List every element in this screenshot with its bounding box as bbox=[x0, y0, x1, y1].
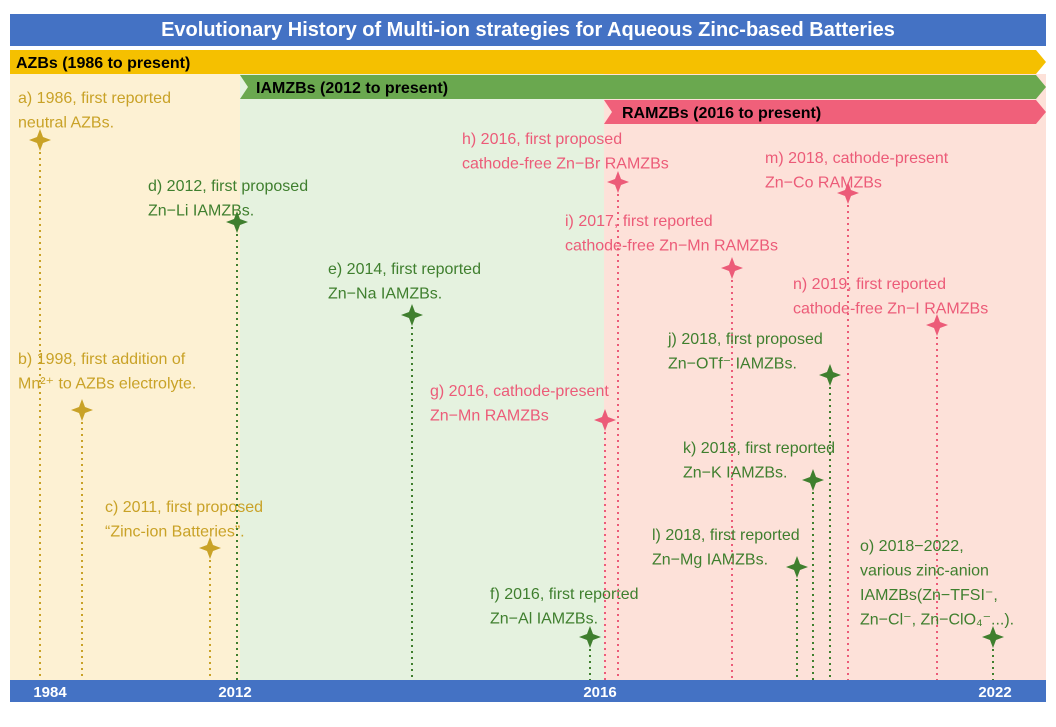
event-label: a) 1986, first reported neutral AZBs. bbox=[18, 90, 171, 132]
event-line: “Zinc-ion Batteries”. bbox=[105, 524, 245, 541]
event-line: Zn−OTf⁻ IAMZBs. bbox=[668, 356, 797, 373]
event-line: j) 2018, first proposed bbox=[667, 331, 823, 348]
event-line: a) 1986, first reported bbox=[18, 90, 171, 107]
event-line: various zinc-anion bbox=[860, 563, 989, 580]
event-line: Zn−Co RAMZBs bbox=[765, 175, 882, 192]
event-label: d) 2012, first proposed Zn−Li IAMZBs. bbox=[148, 178, 308, 220]
star-marker bbox=[982, 626, 1004, 648]
star-marker bbox=[29, 129, 51, 151]
azb-region bbox=[10, 74, 240, 680]
event-line: Zn−Al IAMZBs. bbox=[490, 611, 598, 628]
star-marker bbox=[721, 257, 743, 279]
event-line: o) 2018−2022, bbox=[860, 538, 964, 555]
iamzb-band bbox=[240, 75, 1046, 99]
event-line: cathode-free Zn−Br RAMZBs bbox=[462, 156, 669, 173]
title: Evolutionary History of Multi-ion strate… bbox=[161, 19, 895, 41]
event-label: m) 2018, cathode-present Zn−Co RAMZBs bbox=[765, 150, 949, 192]
event-label: c) 2011, first proposed “Zinc-ion Batteri… bbox=[105, 499, 263, 541]
event-line: Zn−Mn RAMZBs bbox=[430, 408, 549, 425]
event-line: Zn−Cl⁻, Zn−ClO₄⁻...). bbox=[860, 612, 1014, 629]
event-line: g) 2016, cathode-present bbox=[430, 383, 609, 400]
title-bar bbox=[10, 14, 1046, 46]
event-label: k) 2018, first reported Zn−K IAMZBs. bbox=[683, 440, 835, 482]
band-label: IAMZBs (2012 to present) bbox=[256, 80, 448, 97]
event-label: i) 2017, first reported cathode-free Zn−M… bbox=[565, 213, 778, 255]
band-label: RAMZBs (2016 to present) bbox=[622, 105, 821, 122]
axis-bar bbox=[10, 680, 1046, 702]
event-line: c) 2011, first proposed bbox=[105, 499, 263, 516]
event-line: Zn−Mg IAMZBs. bbox=[652, 552, 768, 569]
event-label: o) 2018−2022, various zinc-anion IAMZBs(Zn… bbox=[860, 538, 1014, 629]
event-line: m) 2018, cathode-present bbox=[765, 150, 949, 167]
event-line: d) 2012, first proposed bbox=[148, 178, 308, 195]
event-line: IAMZBs(Zn−TFSI⁻, bbox=[860, 587, 998, 604]
star-marker bbox=[786, 556, 808, 578]
event-line: b) 1998, first addition of bbox=[18, 351, 186, 368]
event-line: h) 2016, first proposed bbox=[462, 131, 622, 148]
event-line: e) 2014, first reported bbox=[328, 261, 481, 278]
iamzb-region bbox=[240, 74, 604, 680]
event-line: Zn−Li IAMZBs. bbox=[148, 203, 254, 220]
event-line: cathode-free Zn−Mn RAMZBs bbox=[565, 238, 778, 255]
axis-label: 2012 bbox=[218, 684, 251, 701]
ramzb-band bbox=[604, 100, 1046, 124]
star-marker bbox=[199, 537, 221, 559]
event-label: h) 2016, first proposed cathode-free Zn−B… bbox=[462, 131, 669, 173]
event-label: g) 2016, cathode-present Zn−Mn RAMZBs bbox=[430, 383, 609, 425]
event-label: j) 2018, first proposed Zn−OTf⁻ IAMZBs. bbox=[667, 331, 823, 373]
star-marker bbox=[837, 182, 859, 204]
star-marker bbox=[71, 399, 93, 421]
event-line: Zn−K IAMZBs. bbox=[683, 465, 787, 482]
star-marker bbox=[802, 469, 824, 491]
event-line: k) 2018, first reported bbox=[683, 440, 835, 457]
event-label: b) 1998, first addition of Mn²⁺ to AZBs e… bbox=[18, 351, 196, 393]
event-line: Mn²⁺ to AZBs electrolyte. bbox=[18, 376, 196, 393]
event-label: e) 2014, first reported Zn−Na IAMZBs. bbox=[328, 261, 481, 303]
star-marker bbox=[926, 314, 948, 336]
star-marker bbox=[579, 626, 601, 648]
axis-label: 1984 bbox=[33, 684, 67, 701]
band-label: AZBs (1986 to present) bbox=[16, 55, 190, 72]
event-line: l) 2018, first reported bbox=[652, 527, 800, 544]
azb-band bbox=[10, 50, 1046, 74]
event-line: i) 2017, first reported bbox=[565, 213, 713, 230]
event-line: f) 2016, first reported bbox=[490, 586, 639, 603]
axis-label: 2016 bbox=[583, 684, 616, 701]
event-line: neutral AZBs. bbox=[18, 115, 114, 132]
event-line: cathode-free Zn−I RAMZBs bbox=[793, 301, 988, 318]
axis-label: 2022 bbox=[978, 684, 1011, 701]
star-marker bbox=[607, 171, 629, 193]
event-label: l) 2018, first reported Zn−Mg IAMZBs. bbox=[652, 527, 800, 569]
event-label: n) 2019, first reported cathode-free Zn−I… bbox=[793, 276, 988, 318]
event-line: Zn−Na IAMZBs. bbox=[328, 286, 442, 303]
star-marker bbox=[226, 211, 248, 233]
star-marker bbox=[819, 364, 841, 386]
star-marker bbox=[594, 409, 616, 431]
star-marker bbox=[401, 304, 423, 326]
event-label: f) 2016, first reported Zn−Al IAMZBs. bbox=[490, 586, 639, 628]
event-line: n) 2019, first reported bbox=[793, 276, 946, 293]
